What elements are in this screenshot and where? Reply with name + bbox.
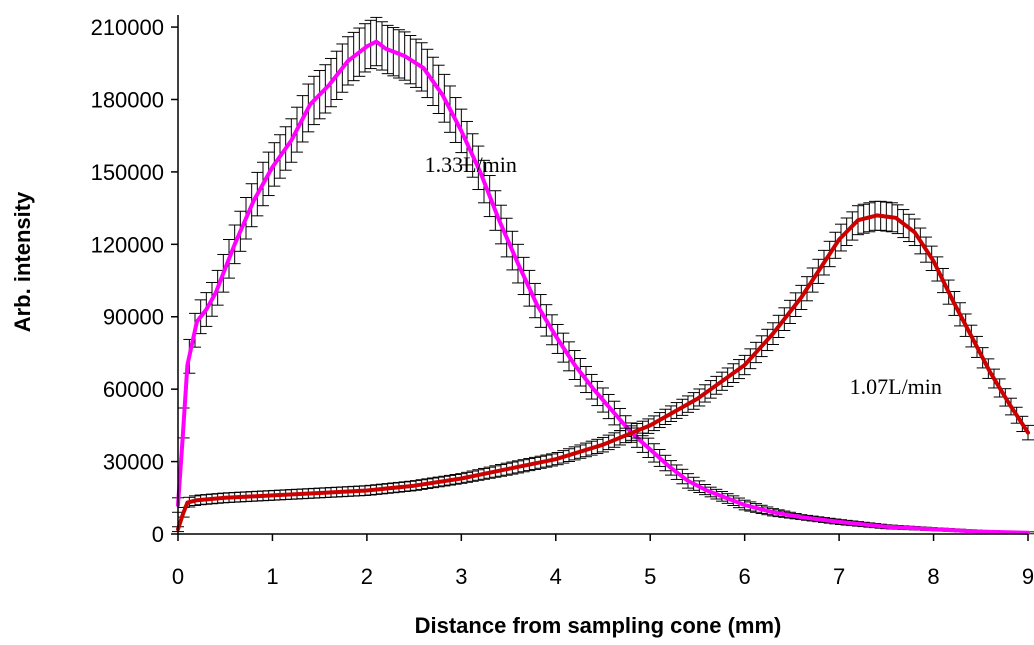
- x-tick-label: 7: [833, 564, 845, 589]
- x-tick-label: 2: [361, 564, 373, 589]
- x-axis-title: Distance from sampling cone (mm): [415, 613, 782, 638]
- y-tick-label: 180000: [91, 87, 164, 112]
- x-tick-label: 5: [644, 564, 656, 589]
- series-2: [172, 200, 1034, 533]
- x-tick-label: 9: [1022, 564, 1034, 589]
- y-tick-label: 150000: [91, 160, 164, 185]
- error-bars-series-2: [172, 200, 1034, 533]
- annotation-label: 1.07L/min: [850, 374, 942, 399]
- x-tick-label: 8: [927, 564, 939, 589]
- plot-area: 0 1 2 3 4 5 6 7 8 9 0 30000 60000 90000 120000 150000 18…: [91, 15, 1034, 589]
- x-tick-label: 3: [455, 564, 467, 589]
- annotation-label: 1.33L/min: [425, 152, 517, 177]
- y-tick-label: 210000: [91, 15, 164, 40]
- y-tick-label: 60000: [103, 377, 164, 402]
- y-tick-label: 90000: [103, 305, 164, 330]
- x-tick-label: 1: [266, 564, 278, 589]
- y-tick-label: 0: [152, 522, 164, 547]
- y-axis-title: Arb. intensity: [10, 191, 35, 332]
- series-1: [172, 16, 1034, 535]
- series-line: [176, 39, 1030, 535]
- error-bars-series-1: [172, 16, 1034, 535]
- y-tick-label: 120000: [91, 232, 164, 257]
- annotation-layer: 1.33L/min 1.07L/min: [425, 152, 942, 399]
- x-tick-label: 0: [172, 564, 184, 589]
- axes-layer: [177, 15, 1028, 535]
- series-layer: [172, 16, 1034, 535]
- y-tick-label: 30000: [103, 450, 164, 475]
- series-line: [176, 213, 1030, 532]
- ticks-layer: 0 1 2 3 4 5 6 7 8 9 0 30000 60000 90000 120000 150000 18…: [91, 15, 1034, 589]
- x-tick-label: 6: [739, 564, 751, 589]
- x-tick-label: 4: [550, 564, 562, 589]
